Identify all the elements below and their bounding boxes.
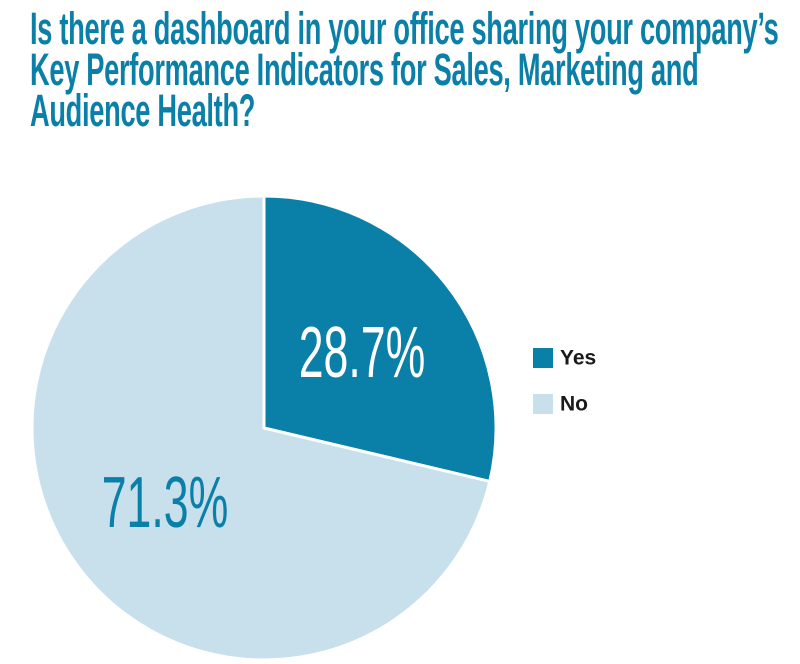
legend-swatch xyxy=(533,348,553,368)
pie-slice xyxy=(30,194,492,662)
legend-label: No xyxy=(560,393,588,416)
slice-label: 71.3% xyxy=(102,462,229,543)
pie-slice xyxy=(262,194,498,484)
legend-label: Yes xyxy=(560,347,596,370)
legend-swatch xyxy=(533,394,553,414)
chart-title: Is there a dashboard in your office shar… xyxy=(30,3,779,136)
slice-label: 28.7% xyxy=(299,312,426,393)
